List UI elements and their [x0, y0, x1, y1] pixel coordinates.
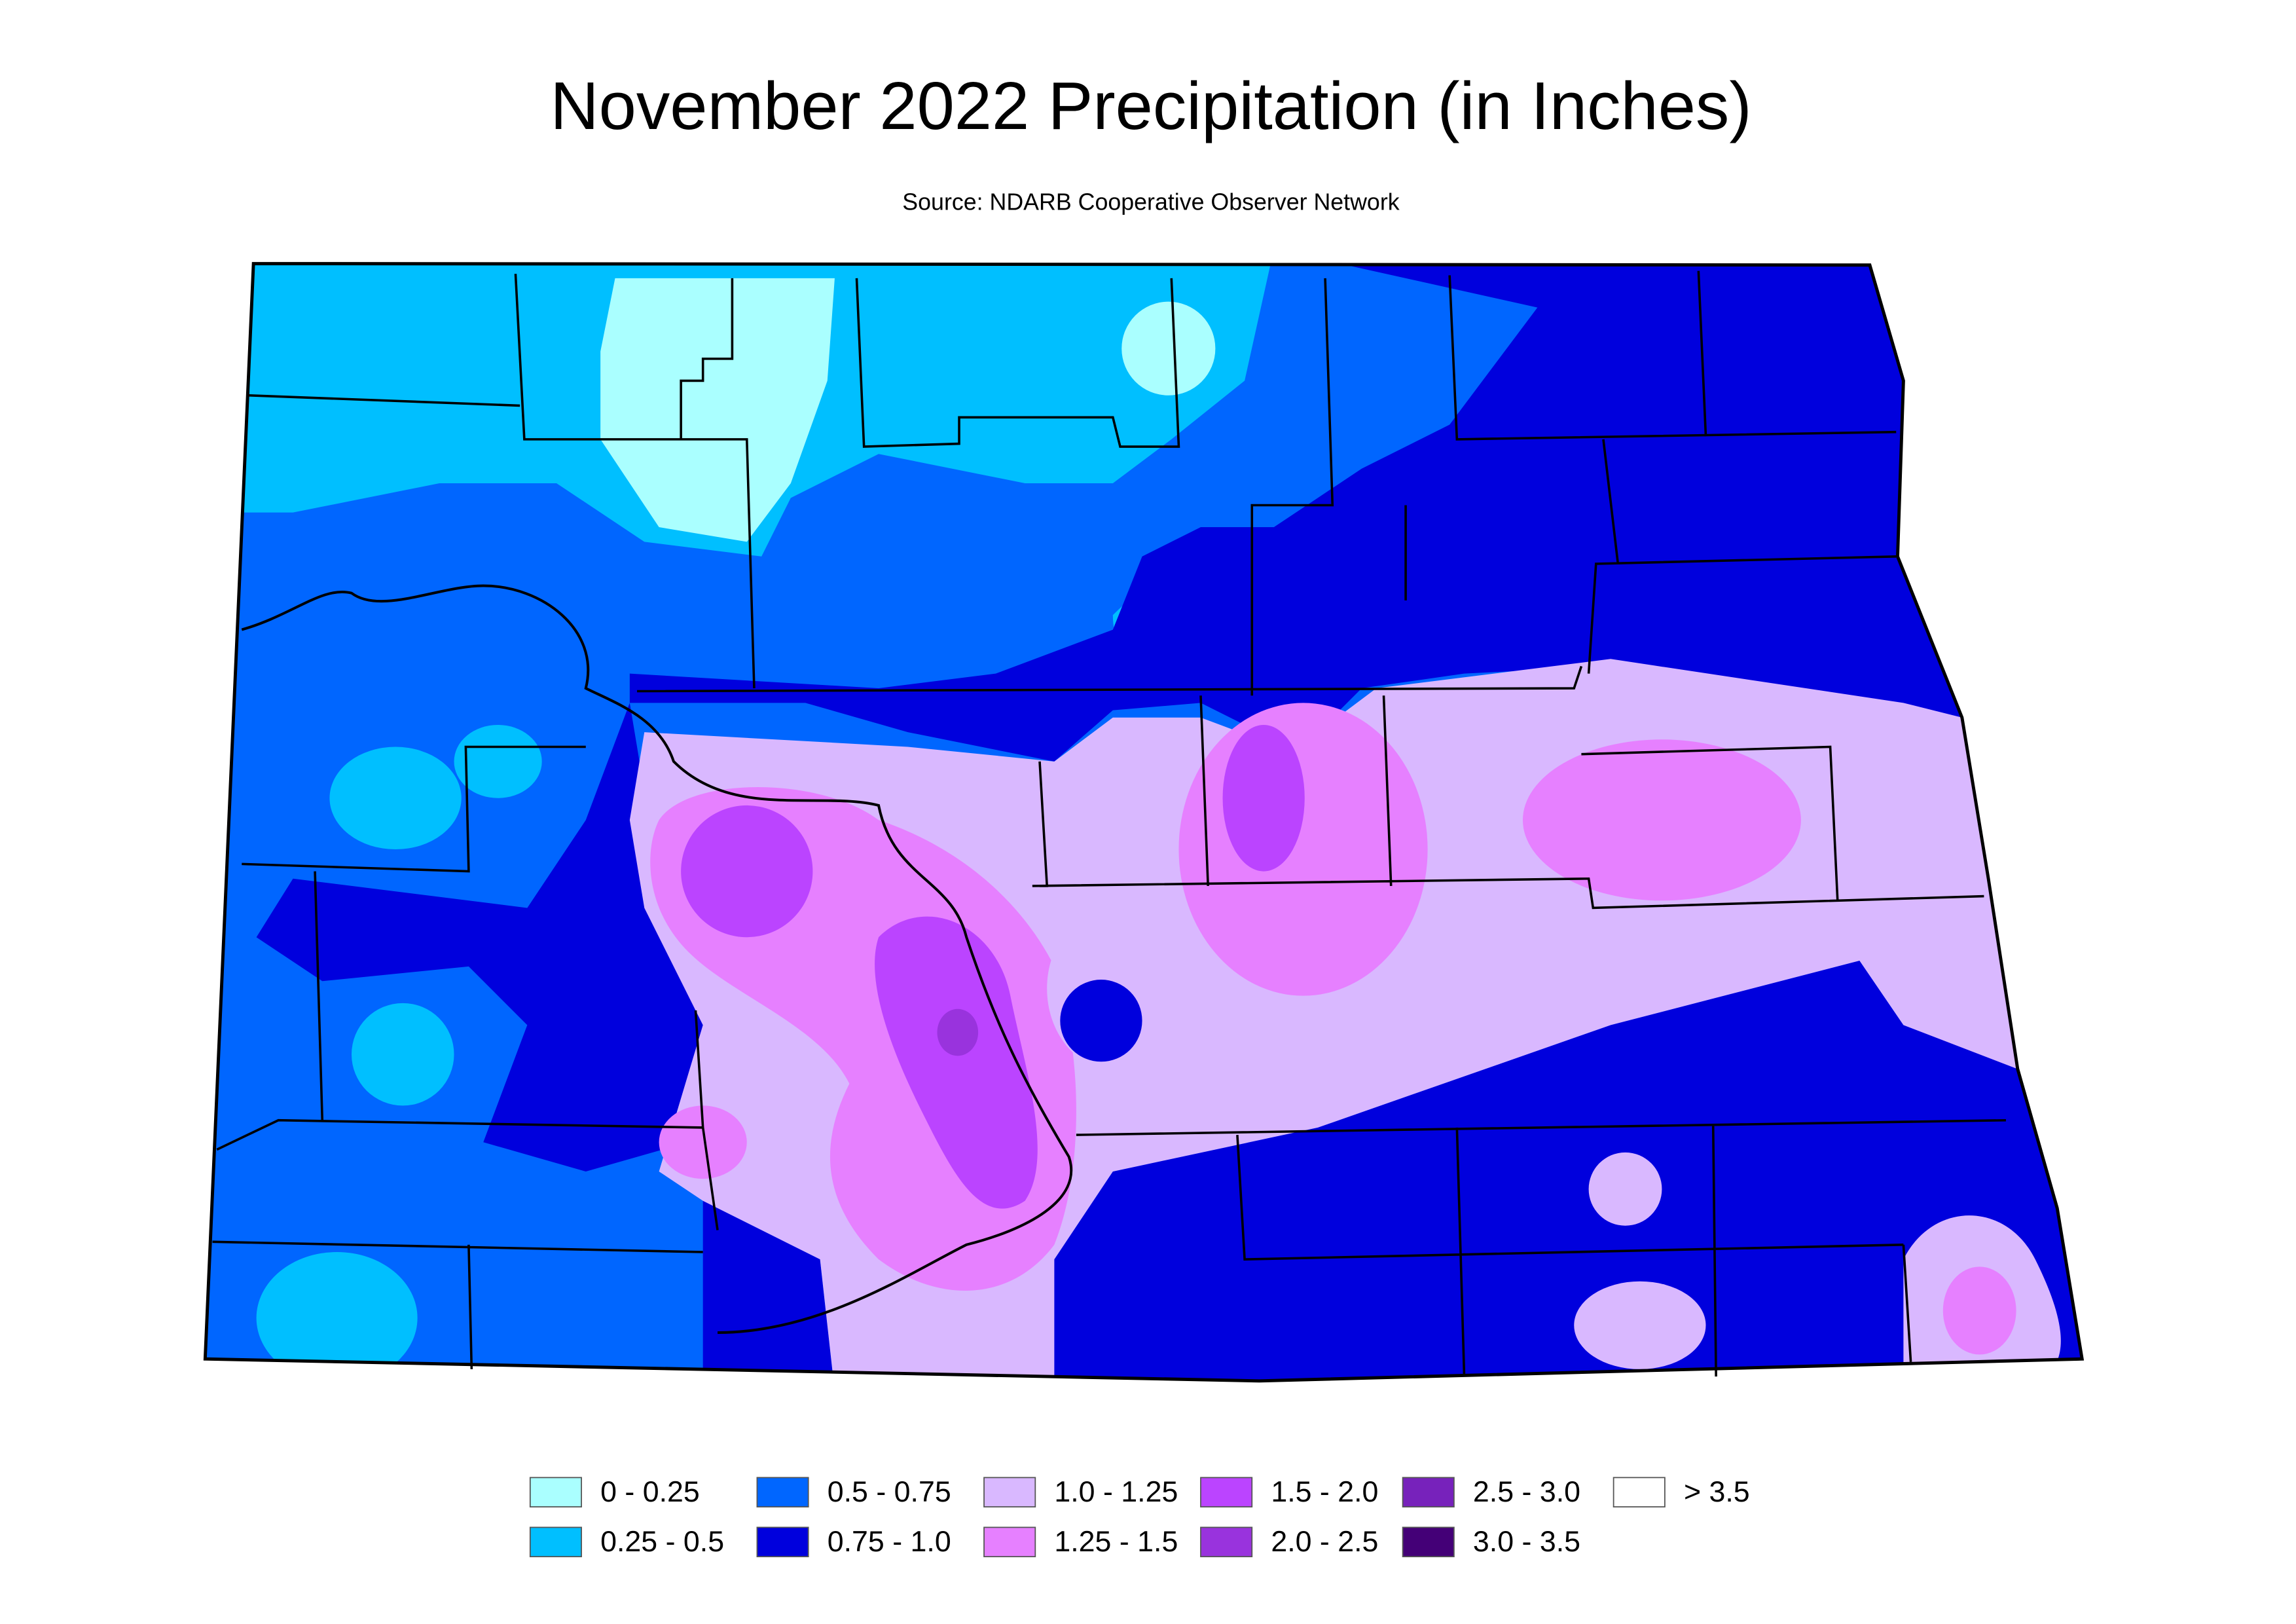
- legend-label: 0 - 0.25: [600, 1476, 700, 1508]
- legend-swatch: [756, 1477, 809, 1507]
- precip-zone: [256, 1251, 418, 1381]
- precip-zone: [351, 1003, 454, 1106]
- legend-swatch: [529, 1477, 582, 1507]
- precip-zone: [702, 1200, 835, 1381]
- precip-zone: [1574, 1281, 1706, 1369]
- legend-swatch: [983, 1526, 1036, 1558]
- legend-swatch: [1200, 1526, 1253, 1558]
- map-title: November 2022 Precipitation (in Inches): [550, 68, 1751, 143]
- legend: 0 - 0.25 0.25 - 0.5 0.5 - 0.75 0.75 - 1.0 1.…: [529, 1476, 1750, 1558]
- precip-zone: [1025, 960, 2083, 1381]
- legend-label: 2.5 - 3.0: [1473, 1476, 1580, 1508]
- legend-swatch: [1402, 1526, 1455, 1558]
- precip-zone: [659, 1105, 747, 1179]
- precip-zone: [629, 263, 2083, 762]
- precip-zone: [256, 703, 703, 1172]
- river: [241, 584, 1073, 1334]
- legend-label: > 3.5: [1684, 1476, 1750, 1508]
- precipitation-field: [205, 263, 2083, 1381]
- legend-swatch: [756, 1526, 809, 1558]
- state-outline: [203, 262, 2085, 1383]
- legend-swatch: [1613, 1477, 1666, 1507]
- county-lines: [203, 262, 2085, 1383]
- legend-label: 3.0 - 3.5: [1473, 1526, 1580, 1558]
- legend-swatch: [529, 1526, 582, 1558]
- precip-zone: [1942, 1266, 2016, 1355]
- precip-zone: [1060, 980, 1142, 1062]
- precip-zone: [937, 1008, 979, 1056]
- precip-zone: [329, 747, 462, 850]
- legend-swatch: [1402, 1477, 1455, 1507]
- precip-zone: [681, 805, 813, 938]
- legend-label: 2.0 - 2.5: [1271, 1526, 1378, 1558]
- precip-zone: [600, 278, 835, 542]
- precip-zone: [875, 916, 1038, 1209]
- precip-zone: [1522, 739, 1801, 901]
- legend-swatch: [983, 1477, 1036, 1507]
- legend-label: 1.25 - 1.5: [1054, 1526, 1178, 1558]
- legend-label: 0.75 - 1.0: [828, 1526, 951, 1558]
- legend-label: 1.0 - 1.25: [1054, 1476, 1178, 1508]
- precip-zone: [1588, 1152, 1662, 1226]
- legend-swatch: [1200, 1477, 1253, 1507]
- legend-label: 1.5 - 2.0: [1271, 1476, 1378, 1508]
- map-subtitle: Source: NDARB Cooperative Observer Netwo…: [902, 189, 1399, 215]
- legend-label: 0.25 - 0.5: [600, 1526, 724, 1558]
- legend-label: 0.5 - 0.75: [828, 1476, 951, 1508]
- precip-zone: [1121, 301, 1216, 396]
- precip-zone: [454, 724, 542, 798]
- precip-zone: [1222, 724, 1305, 872]
